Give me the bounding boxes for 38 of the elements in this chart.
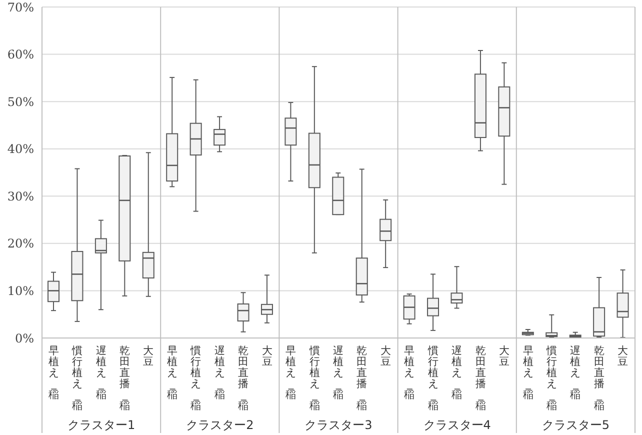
x-tick-label: 遅植え_稲 (333, 345, 344, 401)
y-tick-label: 60% (7, 48, 34, 62)
x-tick-label: 大豆 (262, 344, 273, 368)
x-tick-label: 大豆 (143, 344, 154, 368)
x-tick-label: 早植え_稲 (286, 345, 297, 401)
x-tick-label: 慣行植え_稲 (426, 345, 439, 412)
text: クラスター4 (423, 418, 491, 432)
x-tick-label: 早植え_稲 (166, 345, 178, 401)
x-tick-label: 遅植え_稲 (214, 345, 226, 401)
x-tick-label: 早植え_稲 (48, 345, 60, 401)
y-tick-label: 70% (7, 0, 34, 14)
x-tick-label: 乾田直播_稲 (594, 345, 605, 412)
y-tick-label: 10% (7, 284, 34, 298)
x-tick-label: 遅植え_稲 (452, 345, 463, 401)
x-tick-label: 乾田直播_稲 (120, 345, 131, 412)
y-tick-label: 40% (7, 142, 34, 156)
y-tick-label: 50% (7, 94, 34, 109)
text: クラスター3 (304, 418, 372, 432)
x-tick-label: 早植え_稲 (404, 345, 416, 401)
y-tick-label: 20% (7, 236, 34, 251)
x-tick-label: 大豆 (618, 344, 629, 368)
x-tick-label: 慣行植え_稲 (308, 345, 320, 412)
x-tick-label: 乾田直播_稲 (475, 345, 486, 412)
x-tick-label: 慣行植え_稲 (190, 345, 202, 412)
text: クラスター5 (542, 418, 610, 432)
y-tick-label: 0% (14, 331, 34, 346)
text: クラスター2 (186, 418, 254, 432)
x-tick-label: 遅植え_稲 (570, 345, 582, 401)
x-tick-label: 大豆 (499, 344, 510, 368)
text: クラスター1 (67, 418, 136, 432)
x-tick-label: 慣行植え_稲 (71, 345, 84, 412)
x-tick-label: 早植え_稲 (522, 345, 534, 401)
y-tick-label: 30% (7, 189, 34, 204)
x-tick-label: 大豆 (380, 344, 392, 368)
x-tick-label: 乾田直播_稲 (238, 345, 250, 412)
x-tick-label: 遅植え_稲 (96, 345, 107, 401)
x-tick-label: 乾田直播_稲 (356, 345, 368, 412)
x-tick-label: 慣行植え_稲 (545, 345, 558, 412)
